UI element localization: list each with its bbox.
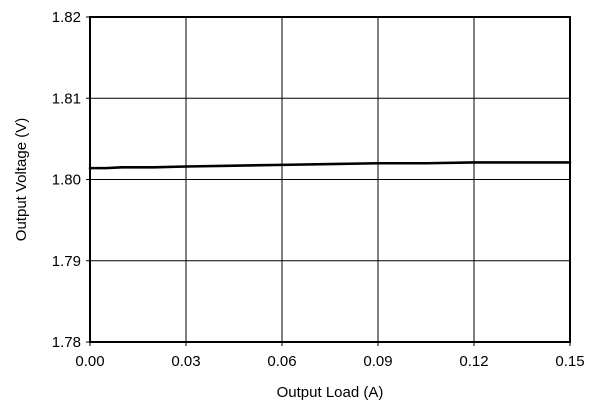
y-tick-label: 1.82 xyxy=(52,9,81,26)
x-tick-label: 0.09 xyxy=(363,353,392,370)
y-tick-label: 1.79 xyxy=(52,253,81,270)
x-tick-label: 0.03 xyxy=(171,353,200,370)
x-axis-label: Output Load (A) xyxy=(277,384,384,401)
y-tick-labels: 1.78 1.79 1.80 1.81 1.82 xyxy=(52,9,90,351)
x-tick-label: 0.00 xyxy=(75,353,104,370)
x-tick-label: 0.15 xyxy=(555,353,584,370)
x-tick-label: 0.06 xyxy=(267,353,296,370)
y-axis-label: Output Voltage (V) xyxy=(13,118,30,241)
x-tick-labels: 0.00 0.03 0.06 0.09 0.12 0.15 xyxy=(75,342,585,370)
y-tick-label: 1.78 xyxy=(52,334,81,351)
y-tick-label: 1.81 xyxy=(52,90,81,107)
x-tick-label: 0.12 xyxy=(459,353,488,370)
series-line xyxy=(88,161,572,170)
y-tick-label: 1.80 xyxy=(52,172,81,189)
series-layer xyxy=(88,161,572,170)
grid xyxy=(89,16,571,343)
